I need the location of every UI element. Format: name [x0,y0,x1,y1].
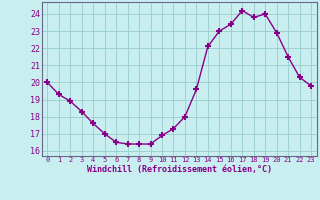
X-axis label: Windchill (Refroidissement éolien,°C): Windchill (Refroidissement éolien,°C) [87,165,272,174]
